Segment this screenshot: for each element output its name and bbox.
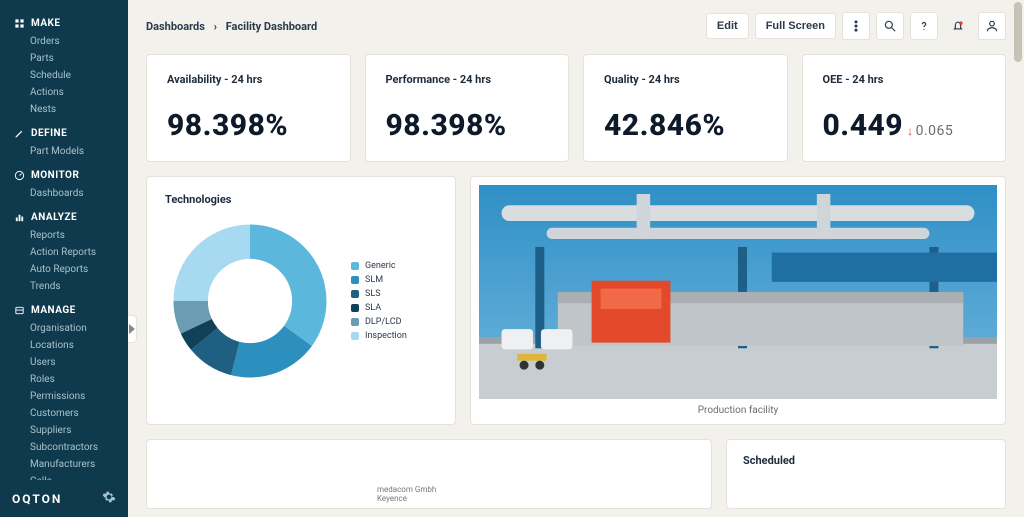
nav-item-actions[interactable]: Actions [0,84,128,101]
facility-image-card: Production facility [470,176,1006,425]
nav-item-subcontractors[interactable]: Subcontractors [0,439,128,456]
nav-item-nests[interactable]: Nests [0,101,128,118]
more-button[interactable] [842,12,870,40]
nav-item-orders[interactable]: Orders [0,33,128,50]
legend-swatch [351,262,359,270]
bottom-row: medacom Gmbh Keyence Scheduled [146,439,1006,509]
nav-item-schedule[interactable]: Schedule [0,67,128,84]
notifications-button[interactable] [944,12,972,40]
breadcrumb-root[interactable]: Dashboards [146,20,205,33]
legend-item[interactable]: Generic [351,261,407,271]
kpi-value: 0.449↓0.065 [823,108,986,143]
nav-item-action-reports[interactable]: Action Reports [0,244,128,261]
kpi-card: OEE - 24 hrs 0.449↓0.065 [802,54,1007,162]
scrollbar-thumb[interactable] [1014,2,1022,62]
nav-item-parts[interactable]: Parts [0,50,128,67]
scheduled-card: Scheduled [726,439,1006,509]
nav-item-reports[interactable]: Reports [0,227,128,244]
fullscreen-button[interactable]: Full Screen [755,13,836,39]
brand-bar: OQTON [0,480,128,517]
nav-item-manufacturers[interactable]: Manufacturers [0,456,128,473]
legend-item[interactable]: DLP/LCD [351,317,407,327]
legend-label: DLP/LCD [365,317,401,327]
mid-row: Technologies Generic SLM SLS SLA DLP/LCD Insp… [146,176,1006,425]
nav-item-organisation[interactable]: Organisation [0,320,128,337]
nav-item-locations[interactable]: Locations [0,337,128,354]
topbar: Dashboards › Facility Dashboard Edit Ful… [146,12,1006,40]
technologies-donut-chart [165,216,335,386]
nav-section-define[interactable]: DEFINE [0,124,128,143]
nav-section-manage[interactable]: MANAGE [0,301,128,320]
toolbar: Edit Full Screen [706,12,1006,40]
breadcrumb-current: Facility Dashboard [226,20,317,33]
legend-swatch [351,332,359,340]
legend-swatch [351,304,359,312]
legend-swatch [351,276,359,284]
breadcrumb: Dashboards › Facility Dashboard [146,20,317,33]
help-button[interactable] [910,12,938,40]
kpi-value: 98.398% [386,108,549,143]
main-content: Dashboards › Facility Dashboard Edit Ful… [128,0,1024,517]
legend-label: Inspection [365,331,407,341]
legend-swatch [351,290,359,298]
kpi-title: OEE - 24 hrs [823,73,986,86]
nav-item-roles[interactable]: Roles [0,371,128,388]
nav: MAKEOrdersPartsScheduleActionsNests DEFIN… [0,8,128,480]
vertical-scrollbar[interactable] [1012,0,1024,517]
nav-item-permissions[interactable]: Permissions [0,388,128,405]
kpi-title: Quality - 24 hrs [604,73,767,86]
legend-label: SLS [365,289,381,299]
legend-item[interactable]: SLA [351,303,407,313]
scheduled-title: Scheduled [743,454,989,467]
legend-item[interactable]: SLS [351,289,407,299]
legend-swatch [351,318,359,326]
bottom-tiny-label: medacom Gmbh Keyence [377,486,436,504]
nav-section-make[interactable]: MAKE [0,14,128,33]
edit-button[interactable]: Edit [706,13,749,39]
bottom-left-card: medacom Gmbh Keyence [146,439,712,509]
legend-item[interactable]: Inspection [351,331,407,341]
kpi-value: 98.398% [167,108,330,143]
sidebar: MAKEOrdersPartsScheduleActionsNests DEFIN… [0,0,128,517]
technologies-title: Technologies [165,193,437,206]
kpi-card: Quality - 24 hrs 42.846% [583,54,788,162]
facility-image [479,185,997,399]
brand-logo: OQTON [12,492,62,506]
kpi-value: 42.846% [604,108,767,143]
nav-item-cells[interactable]: Cells [0,473,128,480]
breadcrumb-sep: › [214,20,217,33]
nav-section-analyze[interactable]: ANALYZE [0,208,128,227]
bottom-label-2: Keyence [377,495,436,504]
legend-label: Generic [365,261,396,271]
kpi-card: Performance - 24 hrs 98.398% [365,54,570,162]
legend-label: SLA [365,303,381,313]
nav-section-monitor[interactable]: MONITOR [0,166,128,185]
facility-image-caption: Production facility [479,405,997,416]
nav-item-part-models[interactable]: Part Models [0,143,128,160]
technologies-card: Technologies Generic SLM SLS SLA DLP/LCD Insp… [146,176,456,425]
nav-item-customers[interactable]: Customers [0,405,128,422]
user-button[interactable] [978,12,1006,40]
nav-item-dashboards[interactable]: Dashboards [0,185,128,202]
legend-label: SLM [365,275,383,285]
kpi-title: Performance - 24 hrs [386,73,549,86]
nav-item-users[interactable]: Users [0,354,128,371]
kpi-row: Availability - 24 hrs98.398%Performance … [146,54,1006,162]
kpi-title: Availability - 24 hrs [167,73,330,86]
nav-item-auto-reports[interactable]: Auto Reports [0,261,128,278]
nav-item-trends[interactable]: Trends [0,278,128,295]
kpi-delta: ↓0.065 [907,123,953,139]
settings-icon[interactable] [102,490,116,507]
technologies-legend: Generic SLM SLS SLA DLP/LCD Inspection [351,261,407,341]
nav-item-suppliers[interactable]: Suppliers [0,422,128,439]
legend-item[interactable]: SLM [351,275,407,285]
search-button[interactable] [876,12,904,40]
kpi-card: Availability - 24 hrs 98.398% [146,54,351,162]
